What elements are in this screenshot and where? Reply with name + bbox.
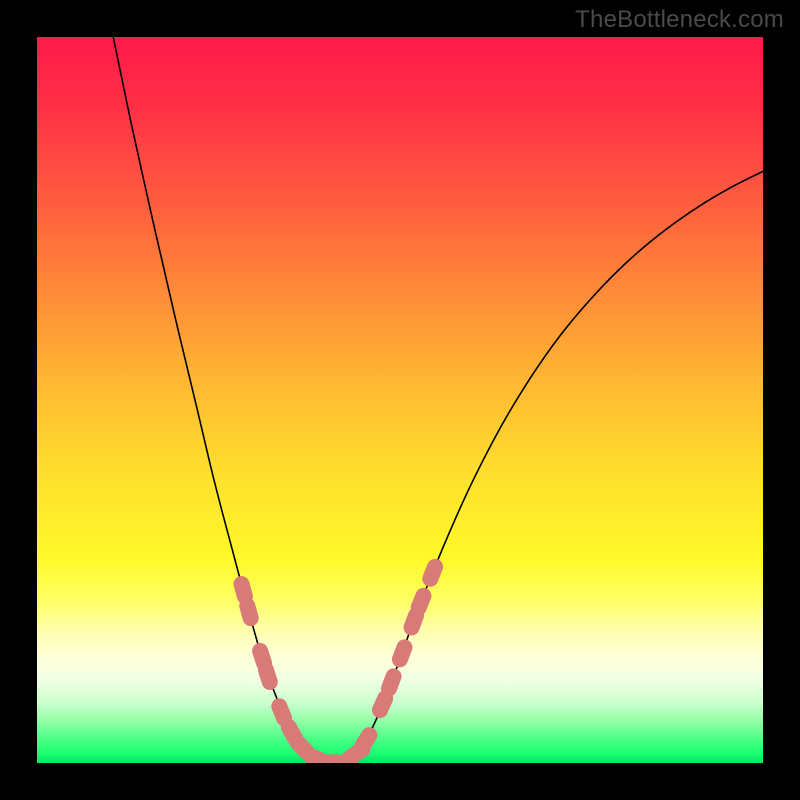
marker-point [389,676,394,688]
chart-svg [37,37,763,763]
marker-point [412,615,416,627]
chart-canvas: TheBottleneck.com [0,0,800,800]
marker-point [298,742,307,751]
marker-point [260,651,264,663]
marker-point [279,706,284,718]
marker-point [380,698,385,710]
watermark-text: TheBottleneck.com [575,6,784,34]
marker-point [430,567,435,579]
plot-area [37,37,763,763]
marker-point [362,735,369,746]
marker-point [266,670,270,682]
marker-point [247,606,250,618]
marker-point [241,584,244,596]
marker-point [419,596,424,608]
marker-point [400,647,404,659]
